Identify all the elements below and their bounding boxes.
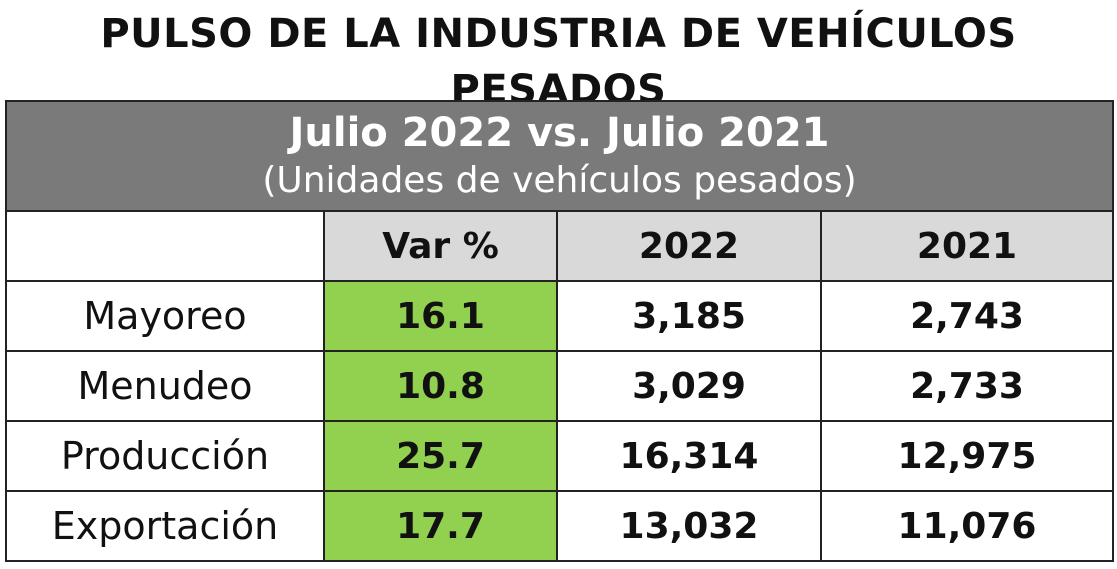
table-row: Mayoreo 16.1 3,185 2,743 (5, 280, 1114, 352)
value-2021-cell: 11,076 (820, 490, 1114, 562)
table-row: Producción 25.7 16,314 12,975 (5, 420, 1114, 492)
column-header-2021: 2021 (820, 210, 1114, 282)
column-header-blank (5, 210, 325, 282)
table-header-period: Julio 2022 vs. Julio 2021 (289, 110, 830, 156)
table-header-units: (Unidades de vehículos pesados) (262, 160, 857, 201)
var-cell: 16.1 (323, 280, 558, 352)
var-cell: 25.7 (323, 420, 558, 492)
page-title: PULSO DE LA INDUSTRIA DE VEHÍCULOS PESAD… (100, 11, 1017, 113)
value-2022-cell: 3,185 (556, 280, 822, 352)
table-header: Julio 2022 vs. Julio 2021 (Unidades de v… (5, 100, 1114, 212)
column-header-2022: 2022 (556, 210, 822, 282)
value-2022-cell: 3,029 (556, 350, 822, 422)
row-label: Exportación (5, 490, 325, 562)
value-2021-cell: 2,733 (820, 350, 1114, 422)
data-table: Julio 2022 vs. Julio 2021 (Unidades de v… (5, 100, 1114, 562)
value-2022-cell: 16,314 (556, 420, 822, 492)
column-header-var: Var % (323, 210, 558, 282)
value-2022-cell: 13,032 (556, 490, 822, 562)
var-cell: 17.7 (323, 490, 558, 562)
row-label: Menudeo (5, 350, 325, 422)
table-row: Menudeo 10.8 3,029 2,733 (5, 350, 1114, 422)
value-2021-cell: 12,975 (820, 420, 1114, 492)
row-label: Mayoreo (5, 280, 325, 352)
table-row: Exportación 17.7 13,032 11,076 (5, 490, 1114, 562)
row-label: Producción (5, 420, 325, 492)
var-cell: 10.8 (323, 350, 558, 422)
value-2021-cell: 2,743 (820, 280, 1114, 352)
